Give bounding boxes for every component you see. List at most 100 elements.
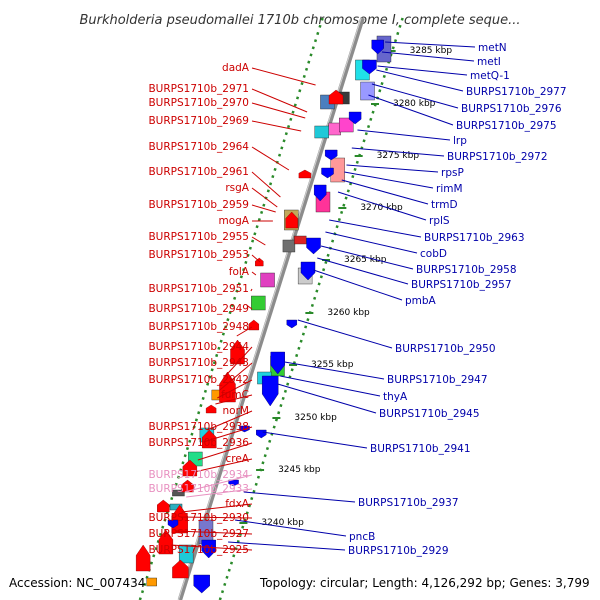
gene-label-left[interactable]: BURPS1710b_2949 — [148, 303, 249, 315]
gene-label-right[interactable]: pncB — [349, 531, 375, 543]
gene-label-right[interactable]: trmD — [431, 199, 458, 211]
gene-label-right[interactable]: BURPS1710b_2977 — [466, 86, 567, 98]
gene-label-right[interactable]: rplS — [429, 215, 450, 227]
gene-label-right[interactable]: BURPS1710b_2958 — [416, 264, 517, 276]
left-leader-line — [215, 394, 253, 405]
gene-label-right[interactable]: BURPS1710b_2947 — [387, 374, 488, 386]
gene-label-right[interactable]: pmbA — [405, 295, 437, 307]
gene-arrow-reverse — [306, 237, 321, 255]
gene-arrow-reverse — [270, 351, 285, 375]
left-leader-line — [175, 530, 253, 535]
gene-label-left[interactable]: dadA — [222, 62, 250, 74]
gene-label-right[interactable]: metN — [478, 42, 507, 54]
gene-label-right[interactable]: BURPS1710b_2963 — [424, 232, 525, 244]
tick-label: 3275 kbp — [377, 151, 420, 161]
genome-summary-text: Topology: circular; Length: 4,126,292 bp… — [259, 576, 590, 590]
left-leader-line — [223, 346, 253, 379]
right-leader-line — [277, 383, 377, 414]
gene-label-left[interactable]: fumC — [221, 389, 249, 401]
gene-label-left[interactable]: BURPS1710b_2953 — [148, 249, 249, 261]
gene-arrow-reverse — [193, 574, 210, 594]
left-leader-line — [251, 271, 257, 276]
right-leader-line — [376, 69, 464, 92]
gene-label-left[interactable]: folA — [229, 266, 250, 278]
right-leader-line — [243, 491, 356, 503]
gene-label-right[interactable]: BURPS1710b_2941 — [370, 443, 471, 455]
gene-label-right[interactable]: BURPS1710b_2972 — [447, 151, 548, 163]
gene-label-left[interactable]: norM — [223, 405, 249, 417]
gene-label-left[interactable]: mogA — [218, 215, 249, 227]
gene-label-left[interactable]: BURPS1710b_2969 — [148, 115, 249, 127]
right-leader-line — [337, 191, 427, 221]
gene-arrow-reverse — [228, 479, 239, 487]
gene-arrow-reverse — [313, 184, 327, 202]
gene-label-right[interactable]: BURPS1710b_2937 — [358, 497, 459, 509]
gene-label-left[interactable]: rsgA — [225, 182, 249, 194]
gene-label-left[interactable]: BURPS1710b_2964 — [148, 141, 249, 153]
gene-label-left[interactable]: BURPS1710b_2961 — [148, 166, 249, 178]
right-leader-line — [228, 541, 346, 551]
gene-box — [339, 117, 354, 133]
gene-label-right[interactable]: BURPS1710b_2976 — [461, 103, 562, 115]
gene-label-right[interactable]: BURPS1710b_2957 — [411, 279, 512, 291]
gene-label-right[interactable]: lrp — [453, 135, 467, 147]
gene-label-left[interactable]: BURPS1710b_2938 — [148, 421, 249, 433]
gene-label-right[interactable]: BURPS1710b_2975 — [456, 120, 557, 132]
gene-label-right[interactable]: rpsP — [441, 167, 464, 179]
gene-label-right[interactable]: cobD — [420, 248, 447, 260]
right-leader-line — [329, 219, 422, 238]
gene-arrow-reverse — [362, 59, 377, 75]
gene-box — [360, 81, 375, 101]
gene-label-right[interactable]: rimM — [436, 183, 463, 195]
left-gene-labels: dadA BURPS1710b_2971 BURPS1710b_2970 BURPS1… — [148, 62, 316, 556]
gene-label-left[interactable]: BURPS1710b_2970 — [148, 97, 249, 109]
gene-label-left[interactable]: BURPS1710b_2934 — [148, 469, 249, 481]
genome-axis — [177, 17, 365, 600]
left-leader-line — [251, 102, 306, 119]
axis-highlight — [177, 17, 362, 600]
gene-label-right[interactable]: metQ-1 — [470, 70, 510, 82]
gene-label-left[interactable]: BURPS1710b_2959 — [148, 199, 249, 211]
left-leader-line — [251, 254, 261, 263]
gene-label-left[interactable]: BURPS1710b_2930 — [148, 512, 249, 524]
gene-box — [146, 577, 157, 587]
gene-label-right[interactable]: BURPS1710b_2950 — [395, 343, 496, 355]
tick-label: 3255 kbp — [311, 360, 354, 370]
right-leader-line — [297, 319, 393, 349]
gene-label-left[interactable]: BURPS1710b_2971 — [148, 83, 249, 95]
gene-label-left[interactable]: BURPS1710b_2948 — [148, 321, 249, 333]
gene-label-left[interactable]: BURPS1710b_2942 — [148, 374, 249, 386]
gene-label-right[interactable]: BURPS1710b_2945 — [379, 408, 480, 420]
gene-label-left[interactable]: BURPS1710b_2936 — [148, 437, 249, 449]
tick-label: 3240 kbp — [261, 518, 304, 528]
gene-arrow-forward — [328, 89, 344, 105]
left-leader-line — [251, 236, 266, 246]
right-leader-line — [325, 231, 418, 254]
gene-features — [135, 35, 392, 594]
left-leader-line — [251, 88, 308, 113]
gene-label-left[interactable]: BURPS1710b_2944 — [148, 341, 249, 353]
gene-label-left[interactable]: fdxA — [225, 498, 250, 510]
gene-label-left[interactable]: BURPS1710b_2925 — [148, 544, 249, 556]
right-leader-line — [341, 179, 429, 205]
gene-label-left[interactable]: BURPS1710b_2943 — [148, 357, 249, 369]
gene-arrow-forward — [172, 559, 189, 579]
gene-label-left[interactable]: BURPS1710b_2955 — [148, 231, 249, 243]
gene-arrow-reverse — [167, 519, 179, 529]
gene-label-left[interactable]: BURPS1710b_2951 — [148, 283, 249, 295]
gene-arrow-forward — [181, 479, 194, 493]
left-leader-line — [203, 426, 253, 443]
gene-label-left[interactable]: creA — [225, 453, 249, 465]
left-leader-line — [171, 544, 253, 551]
gene-arrow-reverse — [256, 429, 267, 439]
gene-label-right[interactable]: metI — [477, 56, 501, 68]
gene-box — [178, 544, 194, 564]
gene-label-left[interactable]: BURPS1710b_2933 — [148, 483, 249, 495]
tick-label: 3285 kbp — [410, 46, 453, 56]
left-leader-line — [207, 410, 253, 431]
gene-label-right[interactable]: thyA — [383, 391, 408, 403]
left-leader-line — [187, 474, 253, 492]
gene-label-right[interactable]: BURPS1710b_2929 — [348, 545, 449, 557]
gene-label-left[interactable]: BURPS1710b_2927 — [148, 528, 249, 540]
